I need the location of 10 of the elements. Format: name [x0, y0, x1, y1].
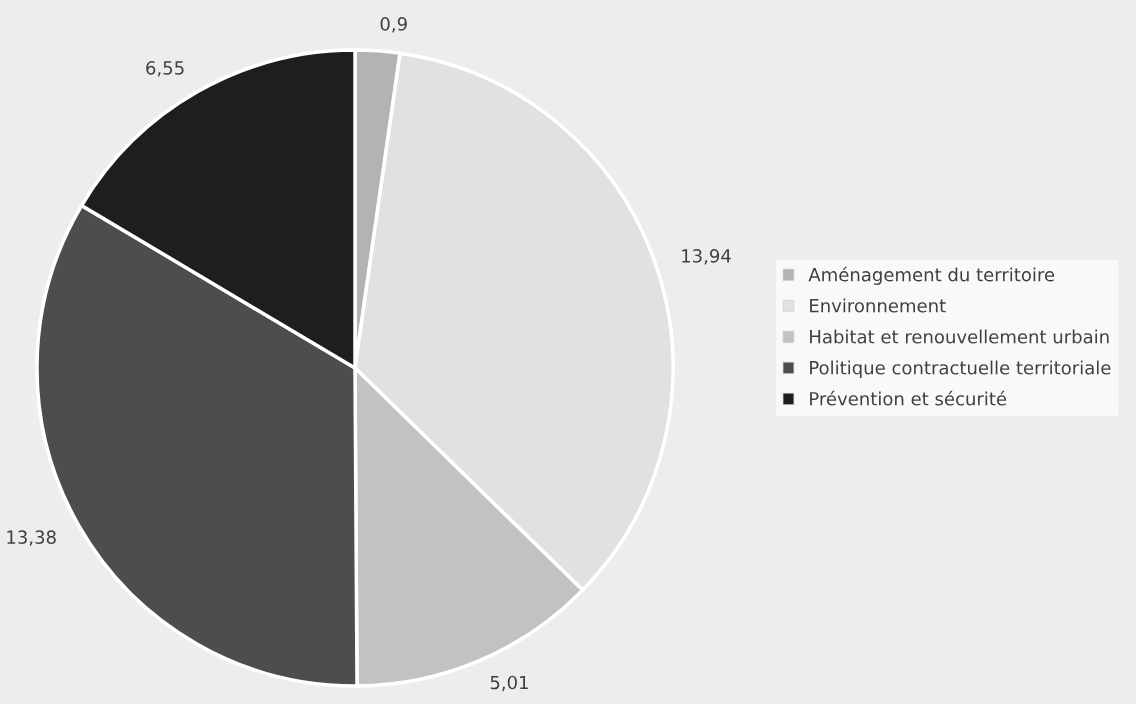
- legend-label: Politique contractuelle territoriale: [810, 360, 1111, 379]
- legend-label: Aménagement du territoire: [808, 266, 1055, 285]
- slice-label: Environnement: [810, 298, 946, 313]
- data-label: 5,01: [490, 675, 528, 692]
- data-label: 13,94: [682, 249, 731, 265]
- data-label: 6,55: [146, 61, 184, 77]
- legend-label: Habitat et renouvellement urbain: [810, 329, 1109, 344]
- legend-label: Prévention et sécurité: [810, 390, 1007, 406]
- data-label: 13,38: [7, 530, 56, 546]
- data-label: 0,9: [380, 17, 407, 33]
